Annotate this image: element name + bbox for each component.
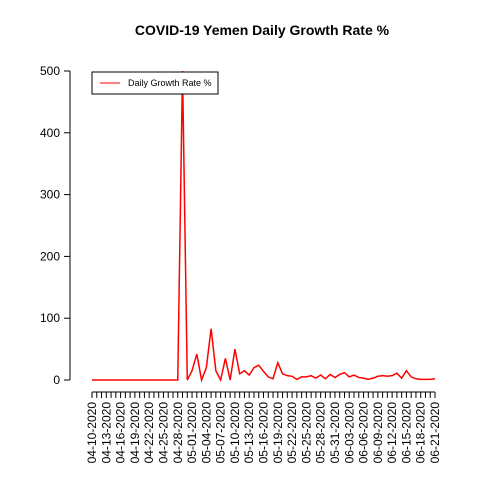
x-tick-label: 06-03-2020 bbox=[342, 402, 356, 464]
x-tick-label: 04-19-2020 bbox=[128, 402, 142, 464]
x-tick-label: 06-06-2020 bbox=[357, 402, 371, 464]
x-tick-label: 06-09-2020 bbox=[371, 402, 385, 464]
x-tick-label: 06-18-2020 bbox=[414, 402, 428, 464]
x-tick-label: 05-22-2020 bbox=[285, 402, 299, 464]
y-tick-label: 200 bbox=[40, 249, 60, 263]
x-tick-label: 06-15-2020 bbox=[399, 402, 413, 464]
x-tick-label: 05-13-2020 bbox=[242, 402, 256, 464]
y-tick-label: 400 bbox=[40, 126, 60, 140]
y-tick-label: 500 bbox=[40, 64, 60, 78]
x-tick-label: 05-31-2020 bbox=[328, 402, 342, 464]
x-tick-label: 05-25-2020 bbox=[299, 402, 313, 464]
x-tick-label: 04-28-2020 bbox=[171, 402, 185, 464]
y-tick-label: 0 bbox=[53, 373, 60, 387]
x-tick-label: 04-16-2020 bbox=[114, 402, 128, 464]
x-tick-label: 04-22-2020 bbox=[142, 402, 156, 464]
y-tick-label: 300 bbox=[40, 188, 60, 202]
x-tick-label: 06-12-2020 bbox=[385, 402, 399, 464]
x-tick-label: 05-04-2020 bbox=[199, 402, 213, 464]
x-tick-label: 04-13-2020 bbox=[99, 402, 113, 464]
legend-label: Daily Growth Rate % bbox=[128, 78, 212, 88]
x-tick-label: 04-25-2020 bbox=[156, 402, 170, 464]
x-tick-label: 05-28-2020 bbox=[314, 402, 328, 464]
x-tick-label: 05-19-2020 bbox=[271, 402, 285, 464]
x-tick-label: 05-16-2020 bbox=[257, 402, 271, 464]
y-tick-label: 100 bbox=[40, 311, 60, 325]
x-tick-label: 05-07-2020 bbox=[214, 402, 228, 464]
x-tick-label: 04-10-2020 bbox=[85, 402, 99, 464]
x-tick-label: 05-01-2020 bbox=[185, 402, 199, 464]
x-tick-label: 06-21-2020 bbox=[428, 402, 442, 464]
chart-title: COVID-19 Yemen Daily Growth Rate % bbox=[135, 22, 390, 38]
data-line bbox=[92, 70, 436, 383]
legend-box bbox=[91, 71, 219, 95]
x-tick-label: 05-10-2020 bbox=[228, 402, 242, 464]
